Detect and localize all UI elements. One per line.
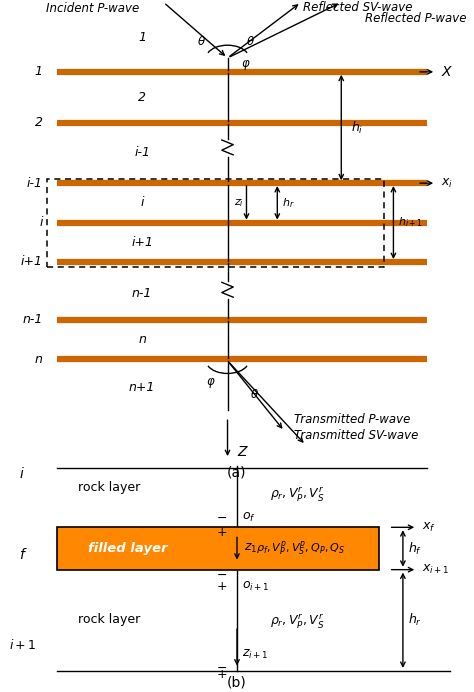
- Text: $x_{i+1}$: $x_{i+1}$: [422, 563, 449, 576]
- Text: Incident P-wave: Incident P-wave: [46, 2, 139, 15]
- Text: $+$: $+$: [216, 580, 228, 592]
- Text: $x_f$: $x_f$: [422, 521, 436, 534]
- Text: rock layer: rock layer: [78, 481, 140, 494]
- Text: $h_i$: $h_i$: [351, 120, 363, 136]
- Text: n-1: n-1: [132, 286, 152, 300]
- Text: Transmitted SV-wave: Transmitted SV-wave: [294, 429, 418, 442]
- Text: $-$: $-$: [217, 661, 228, 674]
- Text: i-1: i-1: [27, 176, 43, 190]
- Text: Transmitted P-wave: Transmitted P-wave: [294, 413, 410, 426]
- Text: (a): (a): [227, 466, 247, 480]
- Text: (b): (b): [227, 675, 247, 690]
- Text: $h_r$: $h_r$: [408, 612, 421, 628]
- Text: $Z$: $Z$: [237, 445, 249, 459]
- Text: $z_i$: $z_i$: [234, 197, 244, 209]
- Text: $h_f$: $h_f$: [408, 540, 422, 556]
- Text: $h_r$: $h_r$: [282, 196, 295, 210]
- Text: i-1: i-1: [134, 145, 150, 158]
- Text: n+1: n+1: [129, 381, 155, 394]
- Text: $\rho_r, V_P^r, V_S^r$: $\rho_r, V_P^r, V_S^r$: [270, 485, 325, 503]
- Text: $\varphi$: $\varphi$: [206, 376, 216, 390]
- Text: i+1: i+1: [21, 255, 43, 268]
- Text: $z_{i+1}$: $z_{i+1}$: [242, 648, 268, 661]
- Text: filled layer: filled layer: [88, 542, 168, 555]
- Text: $i+1$: $i+1$: [9, 638, 37, 652]
- Text: Reflected SV-wave: Reflected SV-wave: [303, 1, 413, 14]
- Text: $x_i$: $x_i$: [441, 176, 453, 190]
- Text: $\theta$: $\theta$: [250, 388, 259, 401]
- Text: $z_1$: $z_1$: [244, 542, 257, 555]
- Text: n: n: [35, 353, 43, 366]
- Text: $\theta$: $\theta$: [246, 35, 255, 48]
- Text: 2: 2: [138, 91, 146, 104]
- Text: $o_f$: $o_f$: [242, 511, 255, 525]
- Text: Reflected P-wave: Reflected P-wave: [365, 12, 466, 25]
- Bar: [47, 179, 384, 266]
- Text: $o_{i+1}$: $o_{i+1}$: [242, 580, 269, 592]
- Text: $h_{i+1}$: $h_{i+1}$: [398, 216, 423, 230]
- Text: $\theta$: $\theta$: [197, 35, 206, 48]
- Text: $\varphi$: $\varphi$: [241, 58, 250, 72]
- Text: $+$: $+$: [216, 668, 228, 681]
- Text: $i$: $i$: [19, 466, 25, 481]
- Text: 1: 1: [35, 65, 43, 78]
- Text: n-1: n-1: [22, 313, 43, 327]
- Text: $f$: $f$: [19, 547, 27, 562]
- Text: $X$: $X$: [441, 65, 453, 79]
- Text: 2: 2: [35, 116, 43, 129]
- Bar: [57, 527, 379, 570]
- Text: 1: 1: [138, 30, 146, 44]
- Text: $\rho_r, V_P^r, V_S^r$: $\rho_r, V_P^r, V_S^r$: [270, 612, 325, 630]
- Text: rock layer: rock layer: [78, 612, 140, 626]
- Text: $+$: $+$: [216, 525, 228, 538]
- Text: i+1: i+1: [131, 235, 153, 248]
- Text: i: i: [140, 196, 144, 209]
- Text: n: n: [138, 333, 146, 346]
- Text: $-$: $-$: [217, 568, 228, 581]
- Text: $\rho_f, V_P^p, V_S^p, Q_P, Q_S$: $\rho_f, V_P^p, V_S^p, Q_P, Q_S$: [256, 539, 345, 558]
- Text: $-$: $-$: [217, 511, 228, 525]
- Text: i: i: [39, 216, 43, 229]
